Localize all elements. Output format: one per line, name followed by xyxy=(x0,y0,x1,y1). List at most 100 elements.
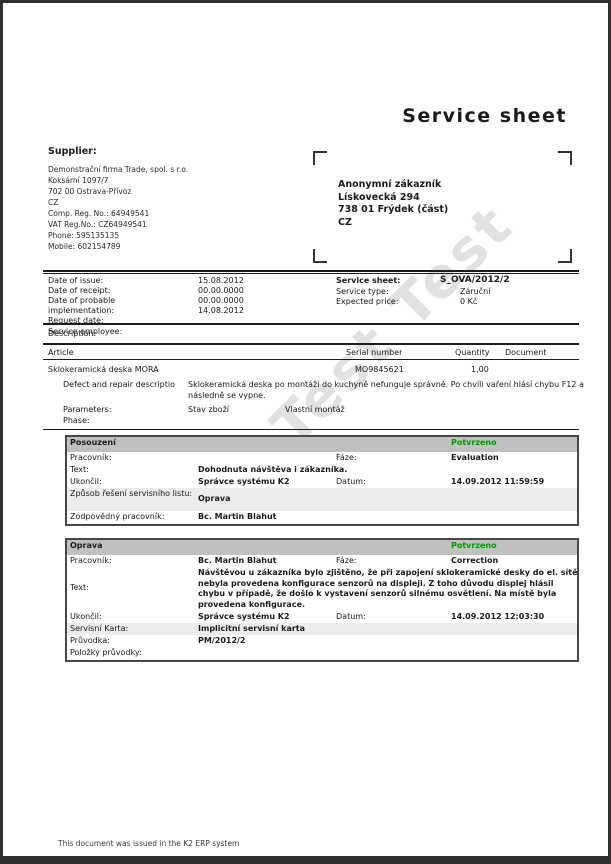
supplier-line: CZ xyxy=(48,198,59,207)
section-row: Průvodka: PM/2012/2 xyxy=(67,635,577,647)
row-label: Položky průvodky: xyxy=(70,648,142,657)
info-value: 00.00.0000 xyxy=(198,286,244,295)
row-value: PM/2012/2 xyxy=(198,636,246,645)
supplier-line: Demonstrační firma Trade, spol. s r.o. xyxy=(48,165,189,174)
row-value: Správce systému K2 xyxy=(198,612,290,621)
supplier-line: Koksární 1097/7 xyxy=(48,176,109,185)
rule-double-top xyxy=(43,270,579,272)
rule-double-bottom xyxy=(43,273,579,274)
info-label: Service type: xyxy=(336,287,389,296)
address-corner-mark xyxy=(313,151,327,165)
supplier-heading: Supplier: xyxy=(48,146,97,157)
address-corner-mark xyxy=(558,249,572,263)
row-label: Způsob řešení servisního listu: xyxy=(70,489,193,498)
page-content: Service sheet Supplier: Demonstrační fir… xyxy=(3,3,608,856)
customer-line: CZ xyxy=(338,216,352,228)
row-value: Implicitní servisní karta xyxy=(198,624,306,633)
row-value: Bc. Martin Blahut xyxy=(198,512,277,521)
section-header: Oprava Potvrzeno xyxy=(67,540,577,555)
row-label: Ukončil: xyxy=(70,612,102,621)
customer-line: Lískovecká 294 xyxy=(338,191,420,203)
info-label: Expected price: xyxy=(336,297,399,306)
phase-label: Phase: xyxy=(63,416,90,425)
section-row: Text: Návštěvou u zákazníka bylo zjištěn… xyxy=(67,567,578,611)
row-value: 14.09.2012 11:59:59 xyxy=(451,477,545,486)
section-oprava: Oprava Potvrzeno Pracovník: Bc. Martin B… xyxy=(65,538,579,662)
row-value: Správce systému K2 xyxy=(198,477,290,486)
section-header: Posouzení Potvrzeno xyxy=(67,437,577,452)
table-header-quantity: Quantity xyxy=(455,348,490,357)
row-label: Pracovník: xyxy=(70,556,112,565)
row-value: Oprava xyxy=(198,494,231,503)
table-header-serial-number: Serial number xyxy=(346,348,403,357)
customer-line: Anonymní zákazník xyxy=(338,179,442,190)
info-value: 0 Kč xyxy=(460,297,478,306)
rule xyxy=(43,343,579,345)
table-header-underline xyxy=(43,359,579,360)
info-value: 00.00.0000 xyxy=(198,296,244,305)
row-label: Datum: xyxy=(336,477,366,486)
rule xyxy=(43,429,579,430)
article-quantity: 1,00 xyxy=(471,365,489,374)
row-label: Text: xyxy=(70,583,89,592)
row-label: Průvodka: xyxy=(70,636,110,645)
defect-label: Defect and repair descriptio xyxy=(63,380,175,389)
info-value: 15.08.2012 xyxy=(198,276,244,285)
page-title: Service sheet xyxy=(402,105,567,127)
section-title: Oprava xyxy=(70,541,103,550)
overlap-service-employee-label: Service employee: xyxy=(48,327,123,336)
row-value: Evaluation xyxy=(451,453,499,462)
section-row: Položky průvodky: xyxy=(67,647,577,660)
info-label: implementation: xyxy=(48,306,115,315)
section-row: Zodpovědný pracovník: Bc. Martin Blahut xyxy=(67,511,577,524)
supplier-line: Comp. Reg. No.: 64949541 xyxy=(48,209,150,218)
section-row: Text: Dohodnuta návštěva i zákazníka. xyxy=(67,464,577,476)
row-value: Bc. Martin Blahut xyxy=(198,556,277,565)
row-label: Datum: xyxy=(336,612,366,621)
row-label: Text: xyxy=(70,465,89,474)
status-badge: Potvrzeno xyxy=(451,438,497,447)
parameter-value: Stav zboží xyxy=(188,405,229,414)
section-row: Ukončil: Správce systému K2 Datum: 14.09… xyxy=(67,611,577,623)
article-name: Sklokeramická deska MORA xyxy=(48,365,159,374)
section-row: Servisní Karta: Implicitní servisní kart… xyxy=(67,623,577,635)
row-value: Návštěvou u zákazníka bylo zjištěno, že … xyxy=(198,568,578,609)
table-header-article: Article xyxy=(48,348,74,357)
supplier-line: Phone: 595135135 xyxy=(48,231,120,240)
info-label: Request date: xyxy=(48,316,104,325)
status-badge: Potvrzeno xyxy=(451,541,497,550)
article-serial-number: MO9845621 xyxy=(355,365,404,374)
address-corner-mark xyxy=(558,151,572,165)
info-value: 14.08.2012 xyxy=(198,306,244,315)
customer-line: 738 01 Frýdek (část) xyxy=(338,204,449,215)
defect-text: Sklokeramická deska po montáži do kuchyn… xyxy=(188,380,584,400)
section-row: Způsob řešení servisního listu: Oprava xyxy=(67,488,577,511)
parameters-label: Parameters: xyxy=(63,405,112,414)
address-corner-mark xyxy=(313,249,327,263)
row-label: Fáze: xyxy=(336,453,357,462)
section-posouzeni: Posouzení Potvrzeno Pracovník: Fáze: Eva… xyxy=(65,435,579,526)
info-value: Záruční xyxy=(460,287,491,296)
info-label: Date of issue: xyxy=(48,276,104,285)
row-value: Dohodnuta návštěva i zákazníka. xyxy=(198,465,348,474)
footer-note: This document was issued in the K2 ERP s… xyxy=(58,839,240,848)
service-sheet-number: S_OVA/2012/2 xyxy=(440,275,510,285)
row-value: 14.09.2012 12:03:30 xyxy=(451,612,545,621)
row-label: Fáze: xyxy=(336,556,357,565)
row-label: Servisní Karta: xyxy=(70,624,129,633)
rule xyxy=(43,323,579,325)
overlap-description-label: Description: xyxy=(48,329,97,338)
info-label: Date of probable xyxy=(48,296,116,305)
customer-address: Anonymní zákazník Lískovecká 294 738 01 … xyxy=(338,179,448,229)
supplier-line: Mobile: 602154789 xyxy=(48,242,121,251)
parameter-value: Vlastní montáž xyxy=(285,405,345,414)
info-label: Date of receipt: xyxy=(48,286,111,295)
row-label: Zodpovědný pracovník: xyxy=(70,512,165,521)
row-label: Pracovník: xyxy=(70,453,112,462)
section-row: Ukončil: Správce systému K2 Datum: 14.09… xyxy=(67,476,577,488)
section-row: Pracovník: Fáze: Evaluation xyxy=(67,452,577,464)
info-label: Service sheet: xyxy=(336,276,401,285)
supplier-line: VAT Reg.No.: CZ64949541 xyxy=(48,220,147,229)
row-label: Ukončil: xyxy=(70,477,102,486)
